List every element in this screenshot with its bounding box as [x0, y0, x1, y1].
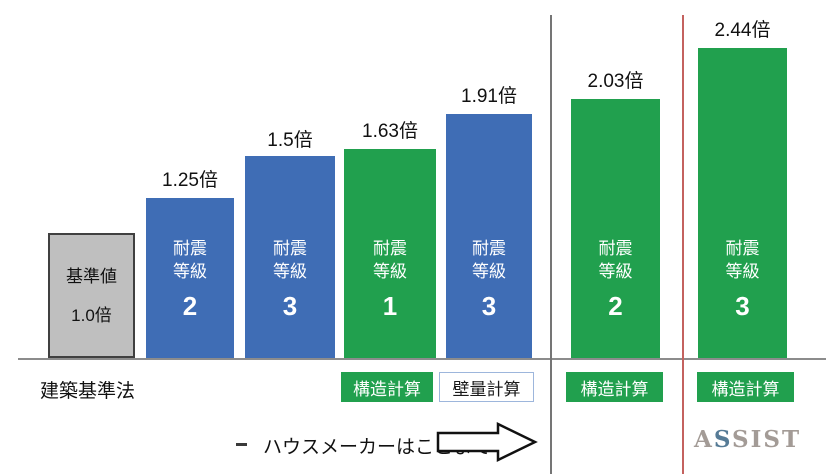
- grade-label-line2: 等級: [373, 262, 407, 281]
- divider-line-red: [682, 15, 684, 474]
- grade-label-line1: 耐震: [725, 239, 760, 258]
- logo-letter: S: [731, 426, 751, 453]
- grade-number: 3: [481, 291, 497, 321]
- grade-label: 耐震 等級: [599, 237, 633, 283]
- grade-label-line2: 等級: [273, 262, 307, 281]
- bar-grade2-wallcalc: 耐震 等級 2: [146, 198, 234, 358]
- grade-label: 耐震 等級: [726, 237, 760, 283]
- grade-number: 1: [382, 291, 398, 321]
- grade-number: 2: [608, 291, 623, 321]
- baseline-bar-title: 基準値: [66, 267, 117, 286]
- x-axis-caption: 建築基準法: [40, 381, 136, 402]
- calc-tag-wall-quantity: 壁量計算: [439, 372, 534, 402]
- grade-number: 3: [282, 291, 298, 321]
- grade-label-line1: 耐震: [273, 239, 307, 258]
- grade-label-block: 耐震 等級 2: [571, 237, 660, 320]
- calc-tag-structural-2: 構造計算: [566, 372, 663, 402]
- bar-grade2-structcalc: 耐震 等級 2: [571, 99, 660, 358]
- right-arrow-icon: [436, 421, 538, 463]
- bar-baseline: 基準値 1.0倍: [48, 233, 135, 358]
- baseline-bar-value: 1.0倍: [71, 306, 112, 325]
- logo-letter: I: [750, 426, 764, 453]
- value-label-2-03: 2.03倍: [587, 71, 644, 92]
- grade-label-block: 耐震 等級 3: [245, 237, 335, 320]
- grade-label: 耐震 等級: [173, 237, 207, 283]
- grade-label-block: 耐震 等級 1: [344, 237, 436, 320]
- value-label-1-63: 1.63倍: [362, 121, 418, 142]
- bar-grade3-wallquantity: 耐震 等級 3: [446, 114, 532, 358]
- value-label-1-91: 1.91倍: [461, 86, 517, 107]
- logo-letter-accent: S: [713, 426, 732, 453]
- bar-grade3-structcalc: 耐震 等級 3: [698, 48, 787, 358]
- grade-label-line1: 耐震: [173, 239, 207, 258]
- grade-label-block: 耐震 等級 3: [446, 237, 532, 320]
- grade-label-line1: 耐震: [598, 239, 633, 258]
- assist-logo: ASSIST: [694, 426, 801, 454]
- grade-label-line2: 等級: [472, 262, 506, 281]
- logo-letter: S: [763, 426, 782, 453]
- grade-number: 3: [735, 291, 750, 321]
- grade-label-line1: 耐震: [373, 239, 407, 258]
- dash-mark: [236, 443, 247, 446]
- logo-letter: T: [781, 426, 802, 453]
- grade-label: 耐震 等級: [273, 237, 307, 283]
- annotation-housemaker: ハウスメーカーはここまで: [263, 437, 492, 458]
- grade-label-line1: 耐震: [472, 239, 506, 258]
- calc-tag-structural-1: 構造計算: [341, 372, 433, 402]
- calc-tag-structural-3: 構造計算: [697, 372, 794, 402]
- grade-label-block: 耐震 等級 2: [146, 237, 234, 320]
- grade-label-block: 耐震 等級 3: [698, 237, 787, 320]
- grade-label: 耐震 等級: [373, 237, 407, 283]
- grade-label-line2: 等級: [725, 262, 760, 281]
- x-axis-line: [18, 358, 826, 360]
- value-label-1-25: 1.25倍: [162, 170, 218, 191]
- baseline-bar-label-block: 基準値 1.0倍: [50, 262, 133, 326]
- grade-number: 2: [182, 291, 198, 321]
- grade-label: 耐震 等級: [472, 237, 506, 283]
- grade-label-line2: 等級: [173, 262, 207, 281]
- value-label-2-44: 2.44倍: [714, 20, 771, 41]
- logo-letter: A: [694, 426, 714, 453]
- grade-label-line2: 等級: [598, 262, 633, 281]
- value-label-1-5: 1.5倍: [267, 130, 313, 151]
- divider-line-gray: [550, 15, 552, 474]
- bar-grade3-wallcalc: 耐震 等級 3: [245, 156, 335, 358]
- bar-grade1-structcalc: 耐震 等級 1: [344, 149, 436, 358]
